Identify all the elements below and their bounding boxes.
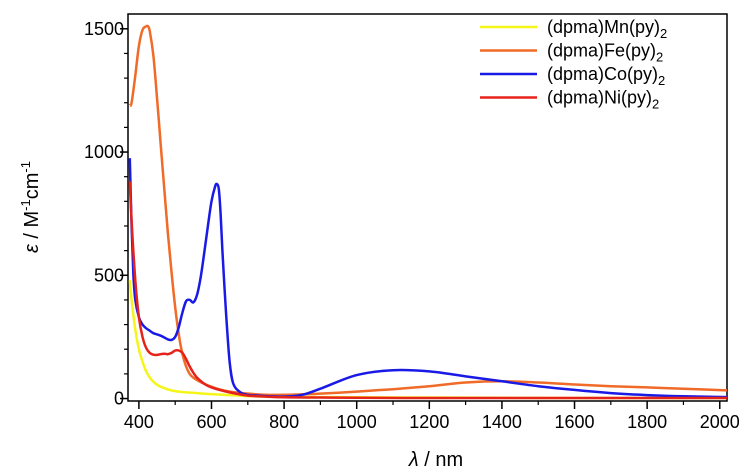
- y-tick-label-1500: 1500: [84, 19, 124, 39]
- x-tick-label-1800: 1800: [627, 412, 667, 432]
- y-axis: 0 500 1000 1500: [84, 19, 128, 409]
- x-tick-label-1400: 1400: [482, 412, 522, 432]
- legend-label-co: (dpma)Co(py)2: [547, 64, 665, 88]
- series-line-fe: [128, 24, 728, 397]
- y-axis-title: ε / M-1cm-1: [18, 161, 43, 253]
- legend-label-mn: (dpma)Mn(py)2: [547, 17, 667, 41]
- x-tick-label-400: 400: [124, 412, 154, 432]
- y-axis-unit: / M: [21, 211, 43, 244]
- plot-area: [127, 13, 728, 402]
- y-tick-label-1000: 1000: [84, 142, 124, 162]
- legend-label-fe: (dpma)Fe(py)2: [547, 41, 663, 65]
- legend-label-ni: (dpma)Ni(py)2: [547, 88, 659, 112]
- x-tick-label-600: 600: [196, 412, 226, 432]
- series-layer: [128, 24, 728, 400]
- x-tick-label-1200: 1200: [409, 412, 449, 432]
- x-axis-title: λ / nm: [408, 449, 463, 471]
- y-tick-label-500: 500: [94, 265, 124, 285]
- x-tick-label-1000: 1000: [337, 412, 377, 432]
- series-line-mn: [128, 280, 727, 400]
- y-tick-label-0: 0: [114, 389, 124, 409]
- y-axis-symbol: ε: [21, 243, 43, 253]
- x-axis: 400 600 800 1000 1200 1400 1600 1800 2000: [124, 401, 740, 432]
- x-axis-unit: / nm: [419, 449, 463, 471]
- series-line-ni: [128, 181, 727, 400]
- series-line-co: [128, 158, 728, 399]
- x-tick-label-800: 800: [269, 412, 299, 432]
- y-axis-mid: cm: [21, 173, 43, 200]
- x-axis-symbol: λ: [408, 449, 419, 471]
- y-axis-sup1: -1: [18, 199, 33, 211]
- legend: (dpma)Mn(py)2(dpma)Fe(py)2(dpma)Co(py)2(…: [480, 17, 667, 112]
- y-axis-sup2: -1: [18, 161, 33, 173]
- plot-frame: [127, 13, 728, 402]
- x-tick-label-2000: 2000: [700, 412, 740, 432]
- x-tick-label-1600: 1600: [555, 412, 595, 432]
